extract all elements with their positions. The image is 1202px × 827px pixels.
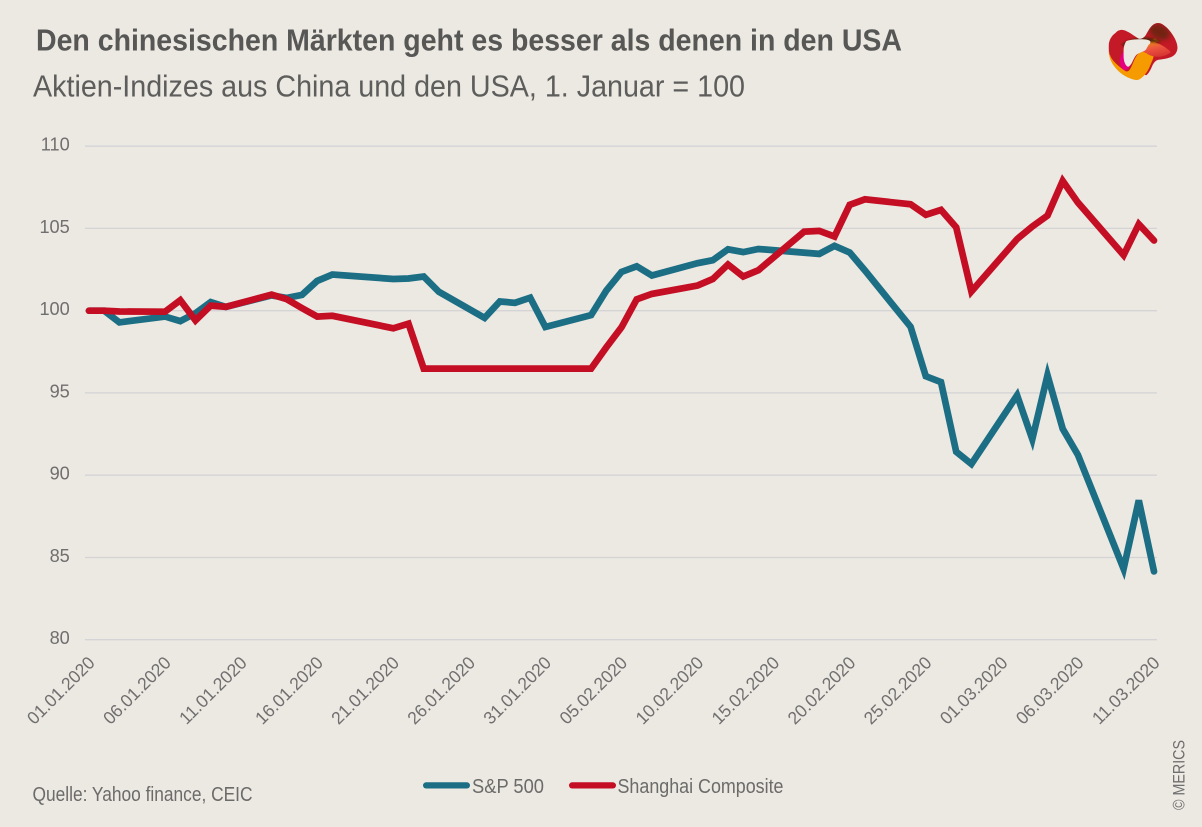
svg-text:Shanghai Composite: Shanghai Composite — [618, 776, 784, 798]
svg-text:Quelle: Yahoo finance, CEIC: Quelle: Yahoo finance, CEIC — [33, 784, 253, 806]
svg-text:Den chinesischen Märkten geht: Den chinesischen Märkten geht es besser … — [36, 23, 902, 58]
svg-text:100: 100 — [39, 299, 69, 319]
svg-text:110: 110 — [41, 135, 70, 155]
svg-text:105: 105 — [39, 217, 69, 237]
svg-text:© MERICS: © MERICS — [1170, 740, 1189, 810]
svg-text:80: 80 — [50, 628, 70, 648]
svg-text:Aktien-Indizes aus China und d: Aktien-Indizes aus China und den USA, 1.… — [33, 69, 745, 104]
svg-text:90: 90 — [50, 464, 70, 484]
svg-text:85: 85 — [50, 546, 70, 566]
svg-text:S&P 500: S&P 500 — [472, 776, 544, 798]
svg-text:95: 95 — [50, 381, 70, 401]
